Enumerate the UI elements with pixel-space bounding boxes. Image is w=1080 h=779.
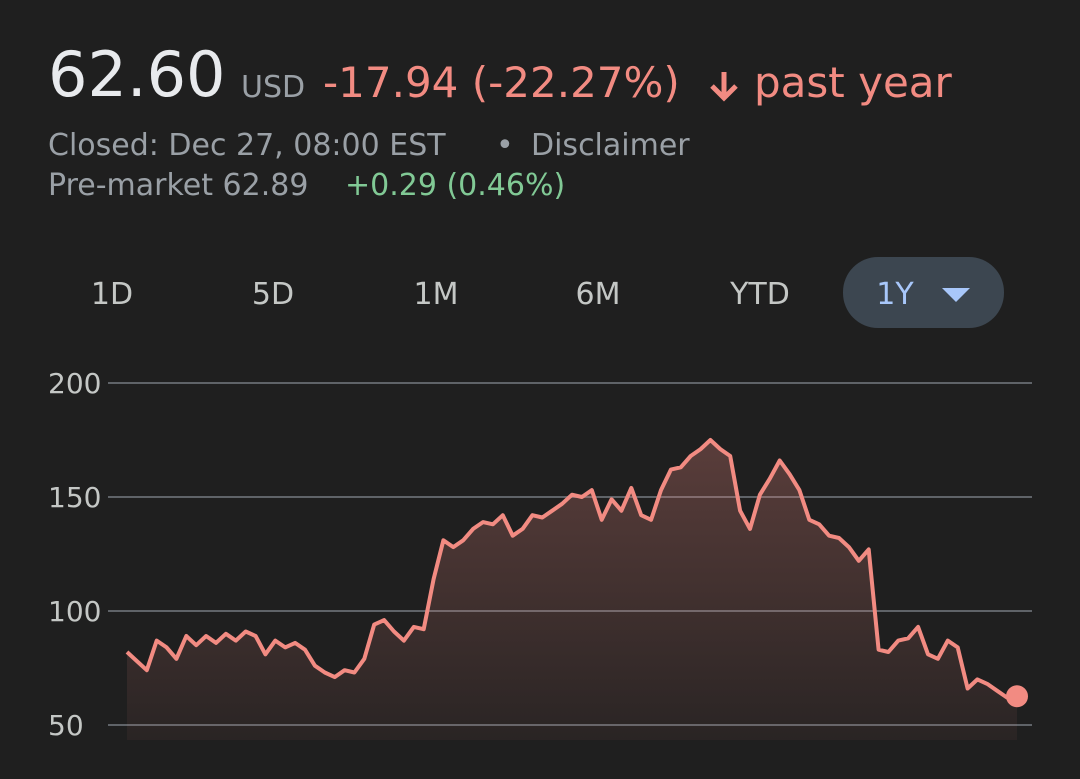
range-tab[interactable]: 5D bbox=[252, 277, 294, 312]
price-line bbox=[125, 438, 1018, 700]
closed-time: Closed: Dec 27, 08:00 EST bbox=[48, 128, 446, 163]
dropdown-icon[interactable] bbox=[942, 288, 970, 302]
disclaimer-link[interactable]: Disclaimer bbox=[531, 128, 690, 163]
premarket: Pre-market 62.89 bbox=[48, 168, 309, 203]
range-tab[interactable]: 1D bbox=[91, 277, 133, 312]
period: past year bbox=[754, 58, 952, 107]
price: 62.60 bbox=[48, 38, 226, 111]
y-tick-label: 50 bbox=[48, 709, 84, 742]
premarket-change: +0.29 (0.46%) bbox=[345, 168, 566, 203]
range-tab[interactable]: 1Y bbox=[876, 277, 914, 312]
chart: 1D 5D 1M 6M YTD 1Y 50 100 150 200 bbox=[48, 257, 1032, 742]
currency: USD bbox=[241, 70, 306, 105]
last-point bbox=[1006, 685, 1028, 708]
y-tick-label: 100 bbox=[48, 595, 101, 628]
range-tab[interactable]: 1M bbox=[414, 277, 459, 312]
y-tick-label: 150 bbox=[48, 481, 101, 514]
down-arrow bbox=[710, 72, 738, 102]
range-tab[interactable]: 6M bbox=[576, 277, 621, 312]
change: -17.94 (-22.27%) bbox=[323, 58, 680, 107]
area bbox=[127, 440, 1017, 740]
y-tick-label: 200 bbox=[48, 367, 101, 400]
separator: • bbox=[496, 128, 514, 163]
tab-selected-bg bbox=[843, 257, 1004, 328]
range-tab[interactable]: YTD bbox=[729, 277, 790, 312]
